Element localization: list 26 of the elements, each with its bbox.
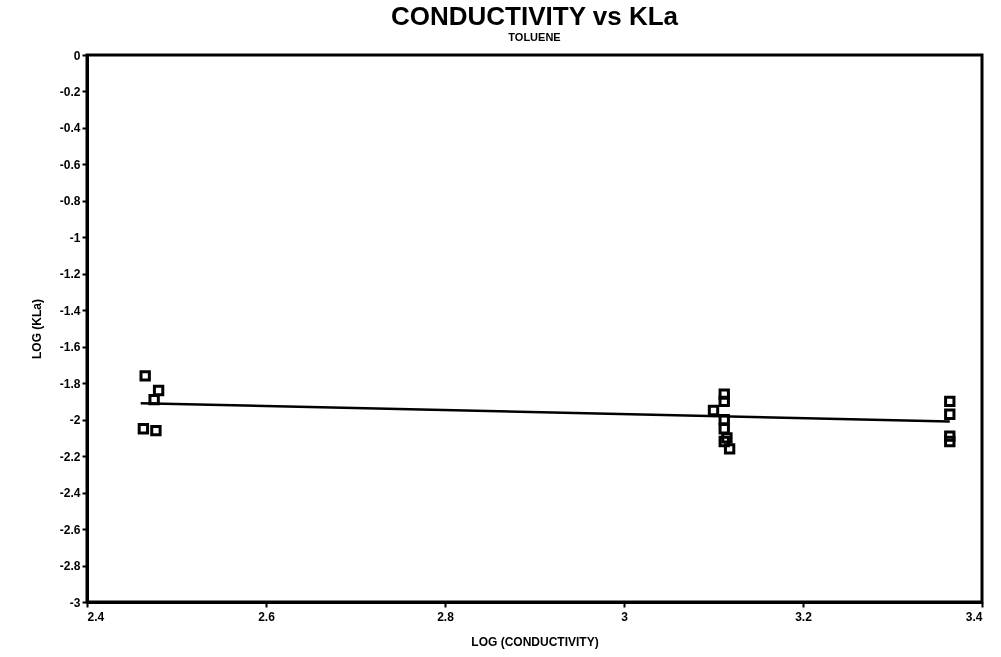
y-axis-title: LOG (KLa) [29, 299, 44, 359]
y-tick-label: -2.2 [59, 449, 81, 464]
y-tick-label: 0 [73, 48, 81, 63]
y-tick-label: -1.8 [59, 376, 81, 391]
x-tick-label: 2.6 [258, 609, 276, 624]
x-tick-label: 3 [621, 609, 629, 624]
y-tick-label: -2.8 [59, 559, 81, 574]
x-tick-label: 2.8 [437, 609, 455, 624]
y-tick-label: -2.6 [59, 522, 81, 537]
x-tick-label: 3.2 [795, 609, 813, 624]
y-tick-label: -2.4 [59, 486, 81, 501]
y-tick-label: -1 [69, 230, 81, 245]
y-tick-label: -1.4 [59, 303, 81, 318]
y-tick-label: -0.8 [59, 194, 81, 209]
x-tick-label: 2.4 [87, 609, 105, 624]
chart-subtitle: TOLUENE [508, 31, 561, 43]
chart-title: CONDUCTIVITY vs KLa [390, 1, 679, 31]
y-tick-label: -2 [69, 413, 81, 428]
y-tick-label: -1.6 [59, 340, 81, 355]
y-tick-label: -0.4 [59, 121, 81, 136]
y-tick-label: -0.2 [59, 84, 81, 99]
x-tick-label: 3.4 [965, 609, 983, 624]
y-tick-label: -3 [69, 595, 81, 610]
y-tick-label: -0.6 [59, 157, 81, 172]
x-axis-title: LOG (CONDUCTIVITY) [471, 634, 599, 649]
y-tick-label: -1.2 [59, 267, 81, 282]
